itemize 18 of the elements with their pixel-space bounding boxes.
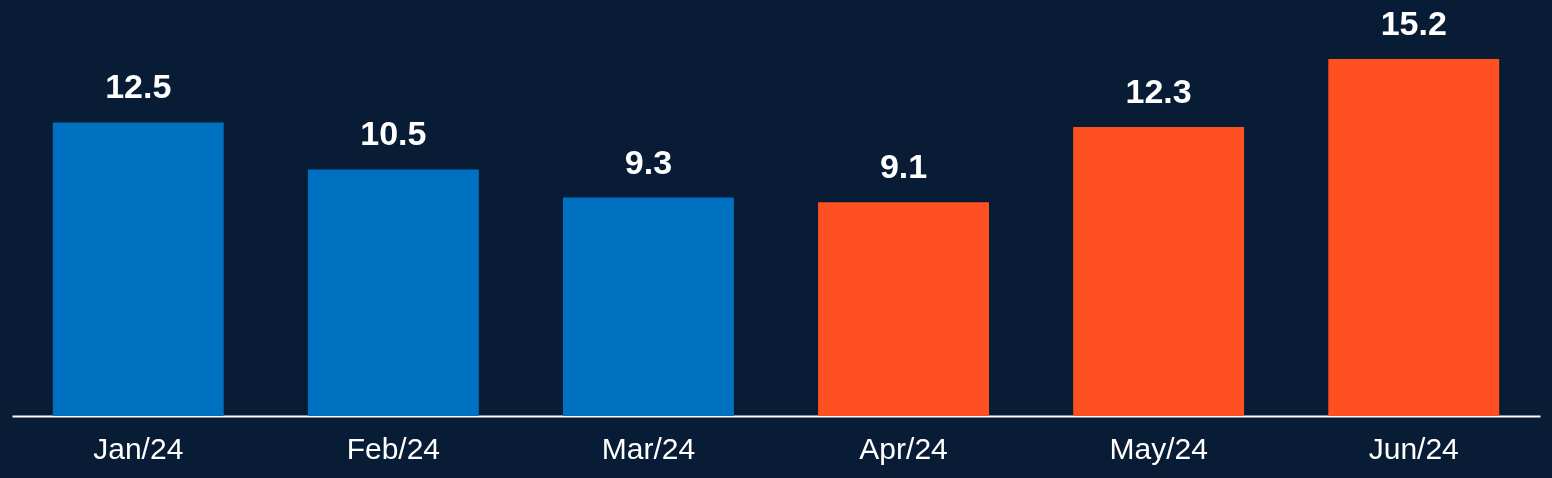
bar <box>52 122 224 416</box>
bar <box>818 202 989 416</box>
bar <box>563 197 734 416</box>
bar <box>1073 127 1245 416</box>
x-tick-label: Feb/24 <box>346 431 441 465</box>
bar <box>1328 59 1500 416</box>
data-label: 10.5 <box>360 114 427 153</box>
x-tick-label: Apr/24 <box>859 431 948 465</box>
x-tick-label: Jun/24 <box>1368 431 1459 465</box>
x-tick-label: Mar/24 <box>601 431 696 465</box>
data-label: 9.3 <box>624 142 673 181</box>
bar <box>307 169 479 416</box>
data-label: 12.5 <box>105 67 172 106</box>
data-label: 12.3 <box>1125 72 1192 111</box>
data-label: 9.1 <box>879 147 928 186</box>
x-tick-label: May/24 <box>1109 431 1208 465</box>
x-tick-label: Jan/24 <box>93 431 184 465</box>
data-label: 15.2 <box>1380 4 1447 42</box>
